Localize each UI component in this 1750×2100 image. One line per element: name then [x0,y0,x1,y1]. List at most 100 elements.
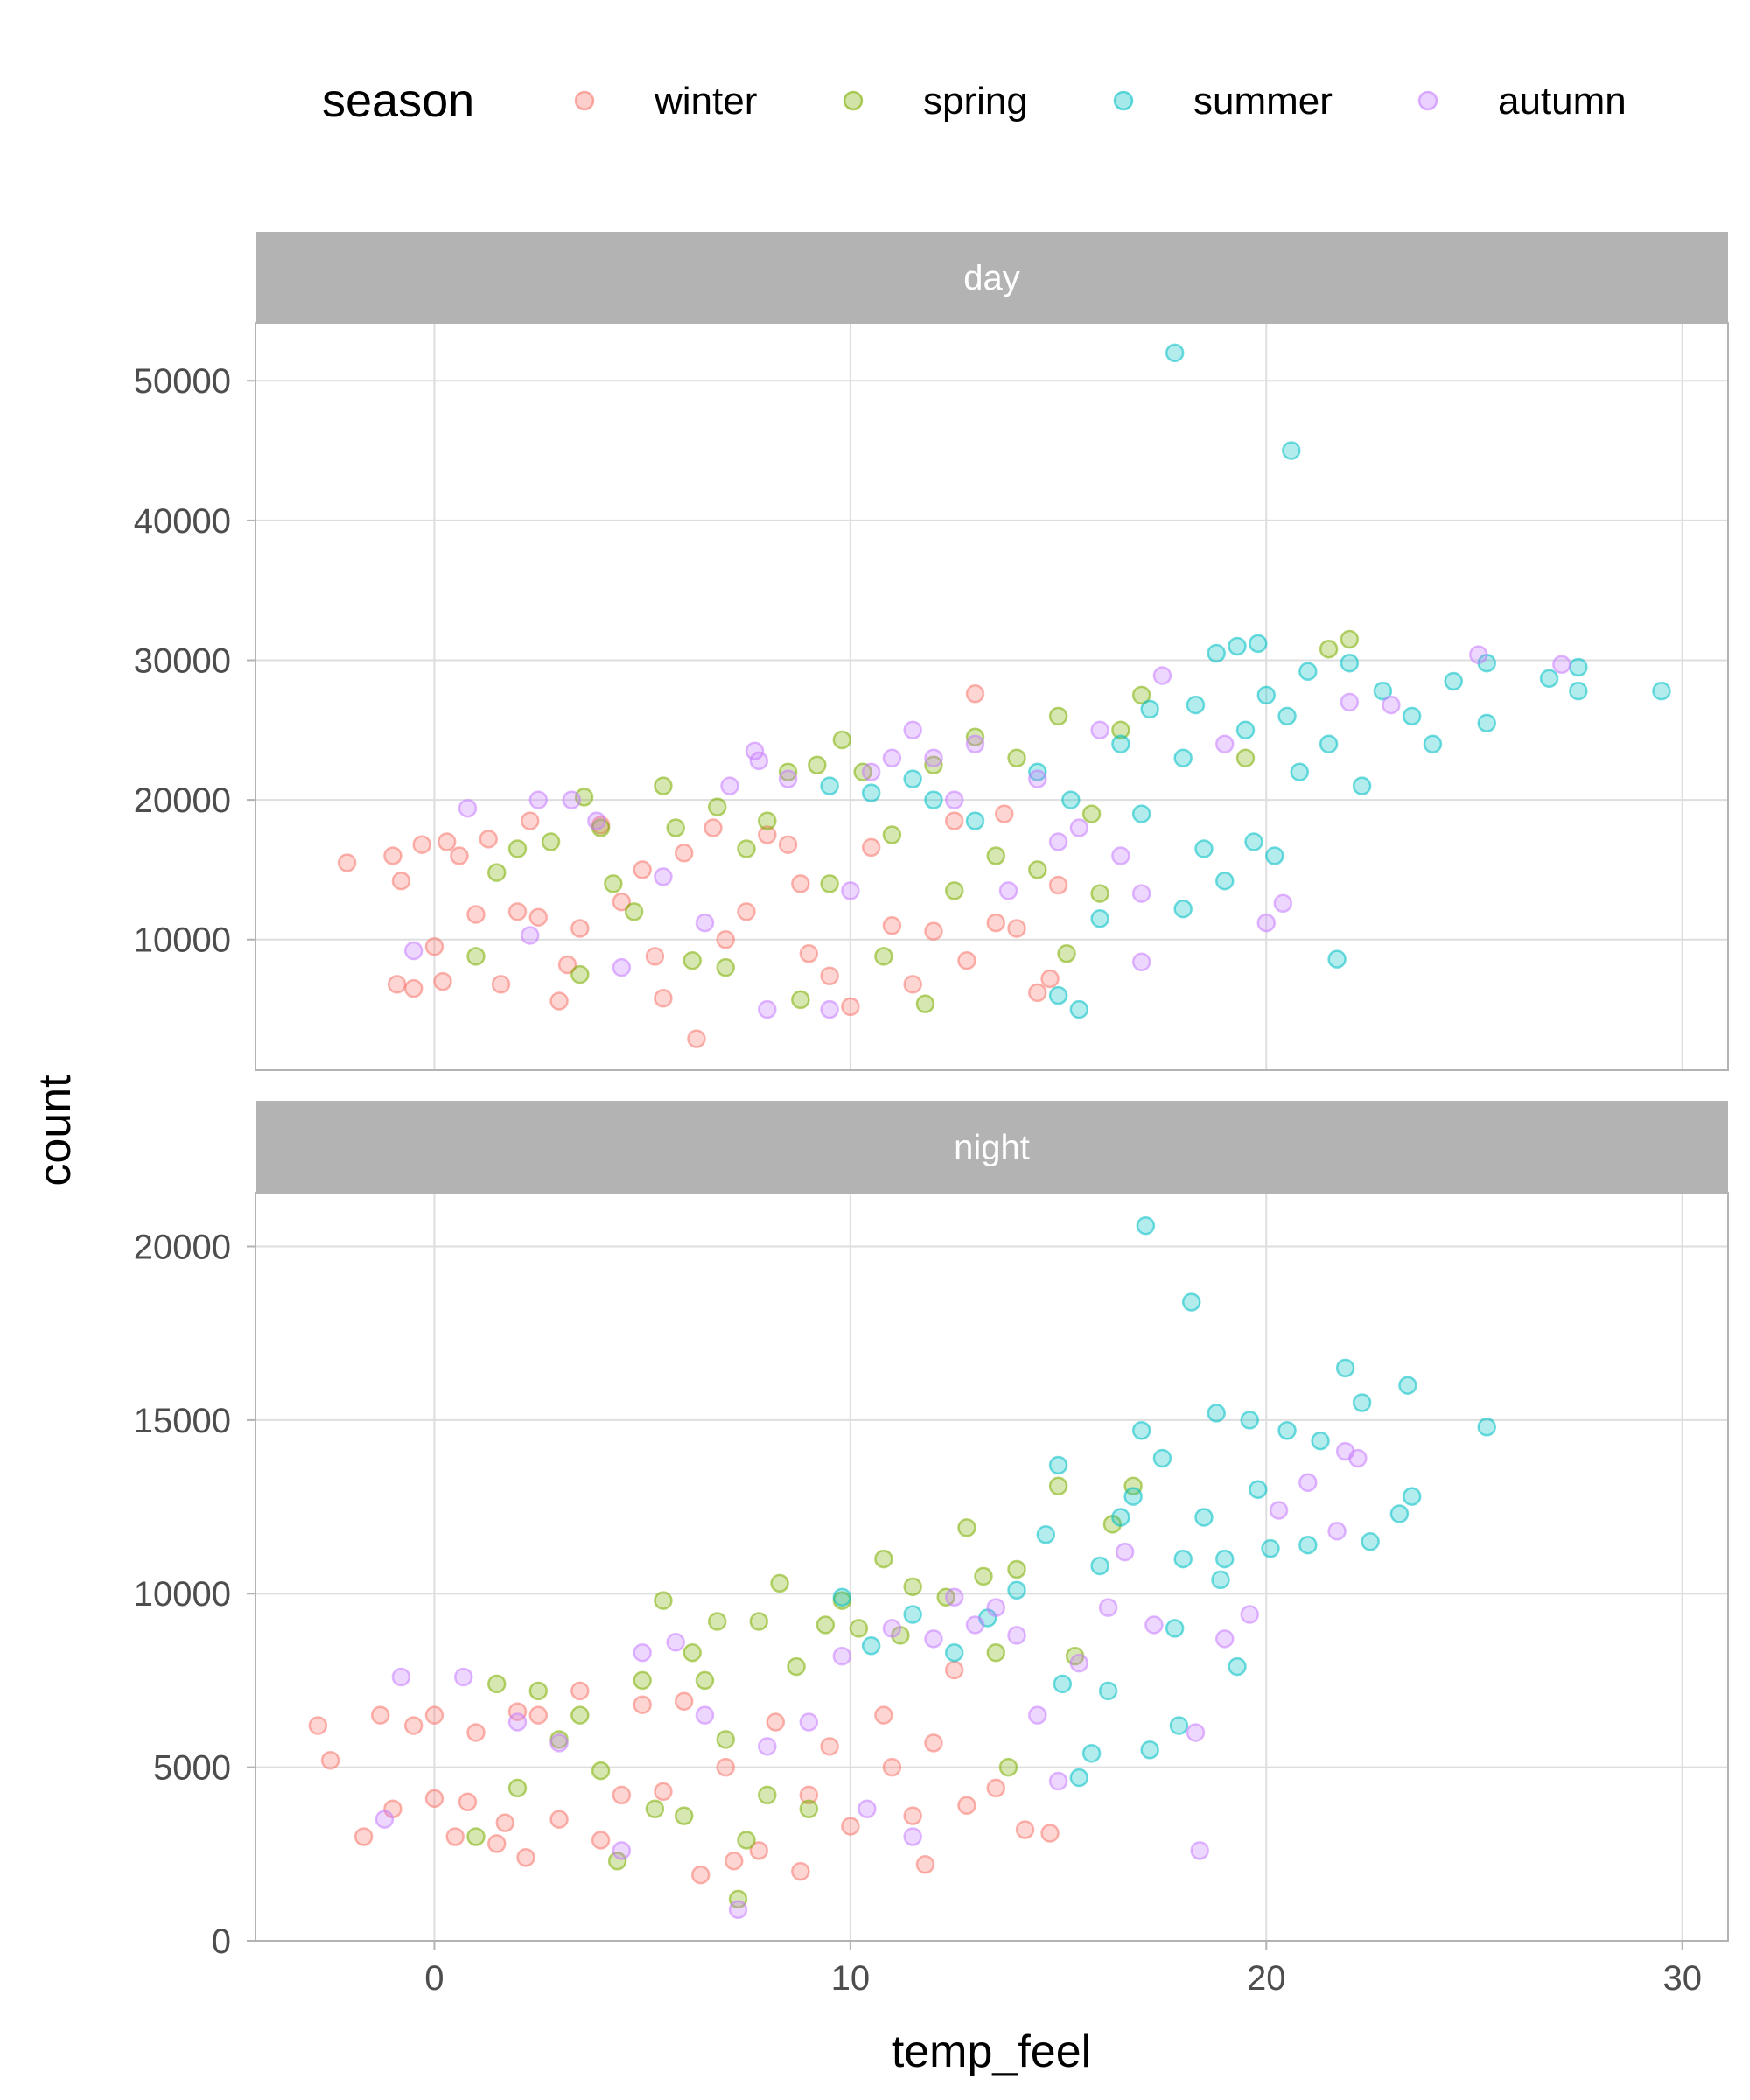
data-point-summer [1152,1448,1172,1468]
data-point-summer [903,769,922,788]
data-point-summer [1249,634,1268,654]
data-point-winter [591,1830,611,1850]
data-point-summer [903,1605,922,1624]
data-point-winter [957,950,976,970]
data-point-spring [1007,748,1026,767]
data-point-summer [820,776,839,795]
data-point-spring [965,727,985,747]
data-point-spring [799,1799,819,1818]
data-point-autumn [728,1900,748,1920]
data-point-autumn [612,1841,632,1860]
data-point-spring [787,1656,806,1676]
data-point-winter [995,804,1014,823]
legend-key-autumn [1418,90,1438,111]
data-point-summer [1402,706,1422,726]
data-point-winter [957,1796,976,1816]
data-point-autumn [965,734,985,754]
data-point-spring [1340,629,1360,649]
data-point-summer [1423,734,1443,754]
data-point-winter [337,853,357,872]
data-point-autumn [858,1799,877,1818]
data-point-summer [1569,657,1588,677]
x-axis-title: temp_feel [892,2026,1091,2077]
data-point-winter [758,825,777,844]
data-point-winter [986,913,1006,933]
data-point-summer [1007,1580,1026,1600]
data-point-summer [1207,1404,1226,1423]
data-point-winter [479,830,498,849]
data-point-spring [508,1778,528,1798]
data-point-autumn [695,1705,715,1725]
data-point-spring [808,755,827,774]
data-point-winter [799,943,819,963]
data-point-winter [820,966,839,986]
data-point-winter [986,1778,1006,1798]
data-point-autumn [1327,1522,1347,1541]
panel-day: day 10000 20000 30000 40000 50000 [134,232,1729,1071]
data-point-autumn [528,790,549,809]
data-point-winter [391,871,411,891]
data-point-autumn [882,1619,902,1638]
data-point-summer [1131,804,1152,823]
facet-strip-label: day [963,259,1020,298]
legend-key-summer [1113,90,1134,111]
data-point-autumn [612,957,632,977]
data-point-summer [1036,1525,1056,1544]
data-point-winter [915,1854,935,1874]
data-point-autumn [1214,734,1235,754]
data-point-autumn [924,1629,943,1648]
y-axis-title: count [30,1074,80,1186]
data-point-winter [612,892,632,912]
data-point-autumn [965,1615,985,1634]
data-point-spring [915,994,935,1013]
data-point-winter [690,1865,710,1885]
data-point-summer [1061,790,1081,809]
facet-strip-day [256,232,1728,323]
x-tick-label: 10 [831,1959,871,1998]
data-point-summer [1131,1421,1152,1440]
data-point-autumn [882,748,902,767]
data-point-autumn [1048,832,1068,851]
data-point-spring [816,1615,836,1634]
data-point-autumn [1111,846,1130,865]
data-point-spring [903,1577,922,1597]
data-point-summer [1211,1570,1230,1590]
data-point-autumn [778,769,798,788]
data-point-winter [965,684,985,704]
data-point-autumn [758,1737,777,1756]
data-point-winter [516,1848,536,1867]
data-point-summer [1069,999,1089,1019]
data-point-winter [508,902,528,921]
data-point-spring [528,1681,549,1701]
data-point-autumn [903,720,922,740]
data-point-spring [633,1670,652,1690]
data-point-autumn [1048,1771,1068,1791]
data-point-summer [1261,1538,1280,1558]
data-point-autumn [799,1712,819,1732]
data-point-summer [1169,1716,1189,1735]
data-point-summer [1244,832,1264,851]
data-point-winter [458,1792,478,1812]
data-point-winter [320,1750,340,1770]
data-point-spring [986,846,1006,865]
data-point-winter [674,844,694,863]
data-point-summer [1278,706,1297,726]
data-point-spring [716,1730,735,1749]
data-point-spring [1082,804,1102,823]
data-point-winter [491,975,511,994]
data-point-winter [704,818,723,837]
data-point-summer [1173,899,1193,919]
data-point-summer [1098,1681,1118,1701]
data-point-summer [1028,762,1047,781]
data-point-winter [424,1788,444,1809]
data-point-winter [924,1733,943,1753]
data-point-autumn [1240,1605,1260,1624]
data-point-summer [1082,1744,1102,1763]
data-point-spring [1007,1559,1026,1579]
data-point-winter [1028,983,1047,1003]
data-point-autumn [944,1587,964,1606]
data-point-spring [654,776,673,795]
data-point-summer [1477,1418,1497,1437]
data-point-autumn [1069,1653,1089,1673]
data-point-spring [666,818,685,837]
